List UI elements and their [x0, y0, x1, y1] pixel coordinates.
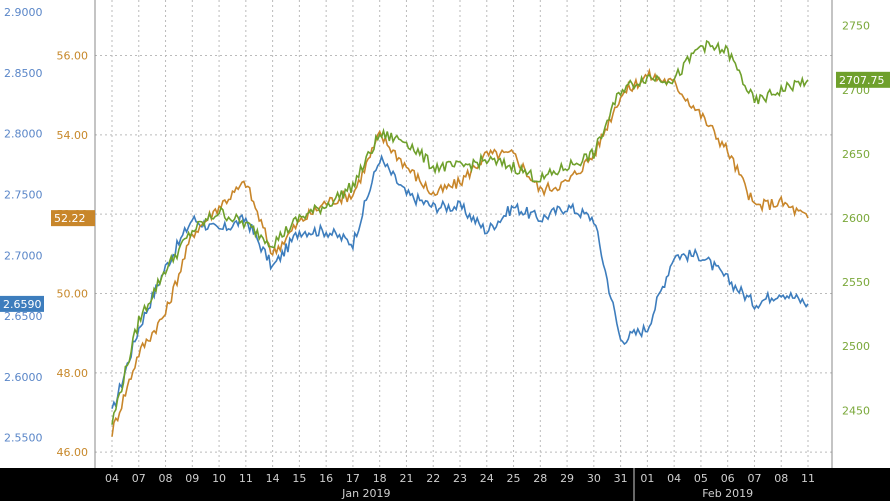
- x-tick-label: 04: [667, 472, 681, 485]
- x-tick-label: 08: [774, 472, 788, 485]
- x-tick-label: 07: [132, 472, 146, 485]
- y-outer-tick-label: 2.5500: [4, 432, 43, 445]
- x-tick-label: 18: [373, 472, 387, 485]
- x-tick-label: 05: [694, 472, 708, 485]
- left-axis-panel: [0, 0, 95, 468]
- y-outer-tick-label: 2.7500: [4, 188, 43, 201]
- month-label: Jan 2019: [341, 487, 390, 500]
- y-outer-tick-label: 2.6500: [4, 310, 43, 323]
- last-value-label: 2.6590: [3, 298, 42, 311]
- y-right-tick-label: 2450: [842, 404, 870, 417]
- y-outer-tick-label: 2.6000: [4, 371, 43, 384]
- month-label: Feb 2019: [702, 487, 753, 500]
- x-tick-label: 29: [560, 472, 574, 485]
- y-outer-tick-label: 2.8000: [4, 128, 43, 141]
- x-tick-label: 31: [614, 472, 628, 485]
- y-inner-tick-label: 54.00: [57, 129, 89, 142]
- plot-area: [95, 0, 832, 468]
- y-outer-tick-label: 2.8500: [4, 67, 43, 80]
- y-outer-tick-label: 2.9000: [4, 6, 43, 19]
- y-inner-tick-label: 46.00: [57, 446, 89, 459]
- last-value-box: [836, 71, 890, 88]
- last-value-label: 52.22: [54, 212, 86, 225]
- x-tick-label: 11: [801, 472, 815, 485]
- x-tick-label: 23: [453, 472, 467, 485]
- x-tick-label: 24: [480, 472, 494, 485]
- x-tick-label: 14: [266, 472, 280, 485]
- x-tick-label: 15: [292, 472, 306, 485]
- x-tick-label: 17: [346, 472, 360, 485]
- x-tick-label: 06: [721, 472, 735, 485]
- last-value-labels: 2.6590 52.22 2707.75: [0, 71, 890, 312]
- grid-lines: [95, 0, 832, 468]
- y-outer-tick-label: 2.7000: [4, 249, 43, 262]
- y-inner-tick-label: 56.00: [57, 50, 89, 63]
- x-tick-label: 22: [426, 472, 440, 485]
- x-tick-label: 08: [159, 472, 173, 485]
- x-tick-label: 16: [319, 472, 333, 485]
- x-tick-label: 21: [399, 472, 413, 485]
- series-line: [111, 153, 809, 409]
- x-tick-label: 09: [185, 472, 199, 485]
- x-tick-label: 11: [239, 472, 253, 485]
- x-tick-label: 10: [212, 472, 226, 485]
- x-tick-label: 28: [533, 472, 547, 485]
- y-right-tick-label: 2500: [842, 340, 870, 353]
- right-axis-panel: [832, 0, 890, 468]
- y-right-tick-label: 2550: [842, 276, 870, 289]
- x-tick-label: 30: [587, 472, 601, 485]
- y-inner-tick-label: 48.00: [57, 367, 89, 380]
- series-lines: [111, 39, 809, 437]
- last-value-box: [0, 295, 44, 312]
- x-tick-label: 01: [640, 472, 654, 485]
- x-axis-ticks: 04 07 08 09 10 11 14 15 16 17 18 21 22 23 24 25 28 29 30 31…: [105, 468, 815, 501]
- y-right-tick-label: 2650: [842, 148, 870, 161]
- y-right-tick-label: 2750: [842, 20, 870, 33]
- x-tick-label: 04: [105, 472, 119, 485]
- x-tick-label: 07: [747, 472, 761, 485]
- last-value-box: [51, 210, 95, 227]
- y-axis-ticks: 56.0054.0052.0050.0048.0046.002.90002.85…: [4, 0, 870, 468]
- y-right-tick-label: 2600: [842, 212, 870, 225]
- y-inner-tick-label: 50.00: [57, 287, 89, 300]
- series-line: [111, 39, 809, 425]
- last-value-label: 2707.75: [839, 74, 885, 87]
- x-tick-label: 25: [507, 472, 521, 485]
- series-line: [111, 67, 809, 437]
